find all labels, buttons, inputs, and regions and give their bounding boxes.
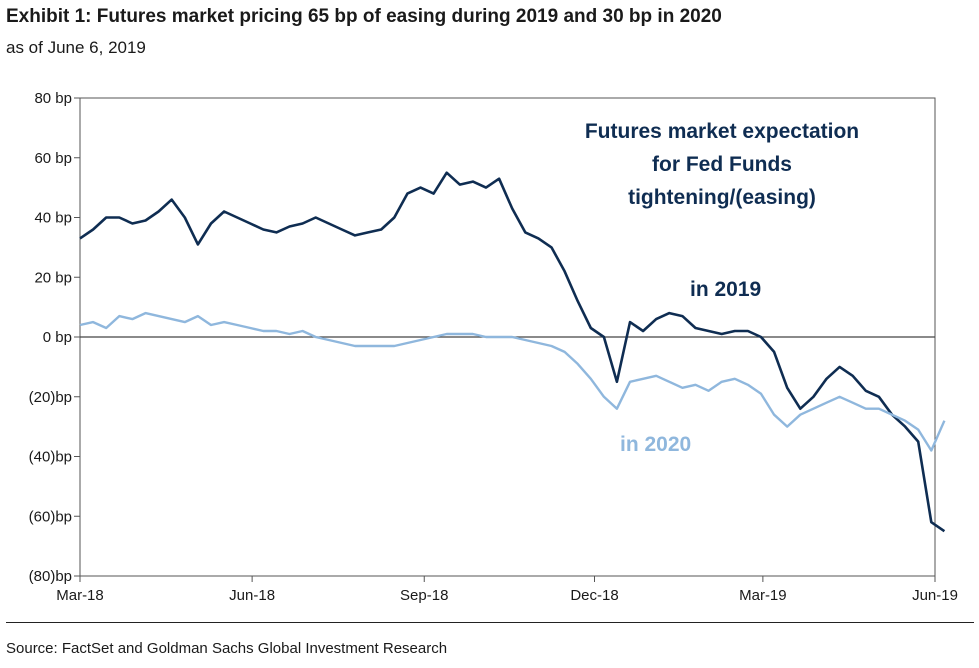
y-tick-label: (20)bp: [29, 389, 72, 406]
series-line-2020: [79, 311, 946, 452]
y-tick-label: 60 bp: [34, 150, 72, 167]
chart-annotation-line: for Fed Funds: [652, 153, 792, 176]
series-label-2020: in 2020: [620, 433, 691, 456]
y-tick-label: (40)bp: [29, 449, 72, 466]
x-tick-label: Dec-18: [570, 587, 618, 604]
series-line-2019: [79, 171, 946, 533]
chart-annotation-line: Futures market expectation: [585, 120, 859, 143]
page-title: Exhibit 1: Futures market pricing 65 bp …: [6, 6, 722, 27]
source-note: Source: FactSet and Goldman Sachs Global…: [6, 640, 448, 657]
y-tick-label: (80)bp: [29, 568, 72, 585]
y-tick-label: 0 bp: [43, 329, 72, 346]
chart-annotation-line: tightening/(easing): [628, 186, 816, 209]
x-tick-label: Sep-18: [400, 587, 448, 604]
source-divider: [6, 622, 974, 623]
y-tick-label: 80 bp: [34, 90, 72, 107]
x-tick-label: Mar-18: [56, 587, 104, 604]
x-tick-label: Jun-19: [912, 587, 958, 604]
y-tick-label: 20 bp: [34, 269, 72, 286]
y-tick-label: 40 bp: [34, 210, 72, 227]
x-tick-label: Mar-19: [739, 587, 787, 604]
x-tick-label: Jun-18: [229, 587, 275, 604]
series-label-2019: in 2019: [690, 278, 761, 301]
page-subtitle: as of June 6, 2019: [6, 38, 146, 57]
y-tick-label: (60)bp: [29, 508, 72, 525]
